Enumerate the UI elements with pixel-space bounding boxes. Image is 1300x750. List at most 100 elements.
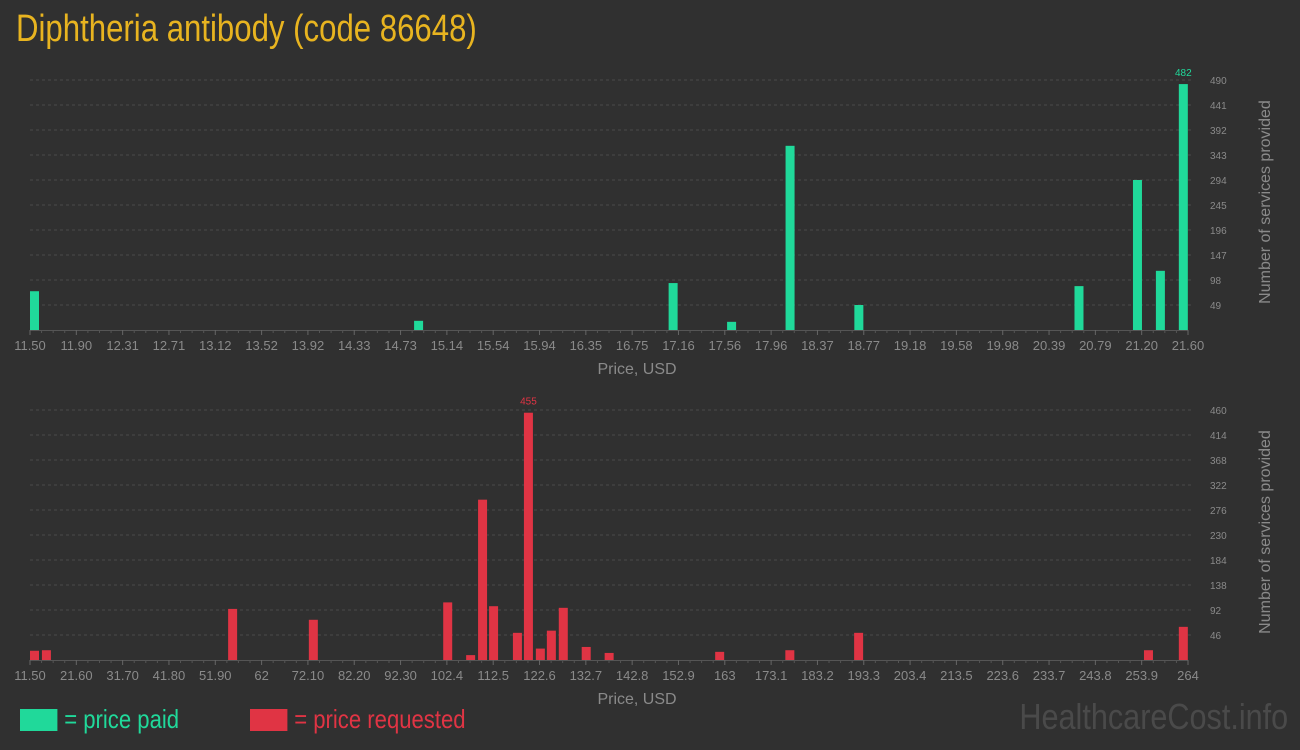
- y-tick-label: 46: [1210, 631, 1222, 642]
- x-tick-label: 173.1: [755, 668, 788, 683]
- legend-swatch-paid: [20, 708, 58, 731]
- bar: [30, 650, 39, 660]
- x-tick-label: 213.5: [940, 668, 973, 683]
- x-tick-label: 12.31: [106, 338, 139, 353]
- y-tick-label: 441: [1210, 101, 1227, 112]
- x-tick-label: 15.94: [523, 338, 556, 353]
- y-tick-label: 245: [1210, 201, 1227, 212]
- x-tick-label: 243.8: [1079, 668, 1112, 683]
- x-tick-label: 132.7: [570, 668, 603, 683]
- y-tick-label: 276: [1210, 506, 1227, 517]
- watermark-logo: HealthcareCost.info: [1019, 696, 1288, 737]
- legend-swatch-requested: [250, 708, 288, 731]
- bar: [228, 608, 238, 660]
- page-title: Diphtheria antibody (code 86648): [16, 8, 477, 50]
- bar: [854, 305, 864, 330]
- x-tick-label: 15.54: [477, 338, 510, 353]
- x-tick-label: 16.35: [570, 338, 603, 353]
- x-tick-label: 19.18: [894, 338, 927, 353]
- bar: [30, 291, 39, 330]
- bar: [785, 145, 795, 330]
- bar: [715, 651, 725, 660]
- bar: [546, 630, 556, 660]
- bar: [535, 648, 545, 660]
- bar: [41, 650, 51, 660]
- y-tick-label: 49: [1210, 301, 1222, 312]
- y-tick-label: 343: [1210, 151, 1227, 162]
- y-tick-label: 414: [1210, 431, 1227, 442]
- max-value-label: 482: [1175, 68, 1192, 79]
- bar: [443, 602, 453, 660]
- x-tick-label: 15.14: [431, 338, 464, 353]
- legend-label-paid: = price paid: [64, 704, 180, 734]
- x-tick-label: 12.71: [153, 338, 186, 353]
- x-tick-label: 21.60: [1172, 338, 1205, 353]
- x-tick-label: 20.39: [1033, 338, 1066, 353]
- x-axis-title: Price, USD: [597, 691, 676, 708]
- y-tick-label: 184: [1210, 556, 1227, 567]
- x-tick-label: 18.77: [847, 338, 880, 353]
- bar: [489, 606, 499, 660]
- x-tick-label: 21.20: [1125, 338, 1158, 353]
- y-tick-label: 392: [1210, 126, 1227, 137]
- x-tick-label: 17.56: [709, 338, 742, 353]
- max-value-label: 455: [520, 397, 537, 408]
- bar: [1074, 286, 1084, 330]
- x-tick-label: 19.58: [940, 338, 973, 353]
- x-tick-label: 16.75: [616, 338, 649, 353]
- x-tick-label: 72.10: [292, 668, 325, 683]
- x-tick-label: 11.50: [14, 338, 46, 353]
- bar: [478, 499, 488, 660]
- x-tick-label: 233.7: [1033, 668, 1066, 683]
- bar: [1143, 650, 1153, 660]
- bar: [668, 283, 678, 330]
- y-tick-label: 368: [1210, 456, 1227, 467]
- bar: [727, 321, 737, 330]
- bar: [558, 607, 568, 660]
- bar: [604, 652, 614, 660]
- x-tick-label: 13.12: [199, 338, 232, 353]
- bar: [414, 320, 424, 330]
- x-tick-label: 51.90: [199, 668, 232, 683]
- y-tick-label: 196: [1210, 226, 1227, 237]
- x-tick-label: 82.20: [338, 668, 371, 683]
- x-tick-label: 253.9: [1125, 668, 1158, 683]
- bar: [512, 632, 522, 660]
- y-tick-label: 294: [1210, 176, 1227, 187]
- legend-requested: = price requested: [250, 704, 466, 735]
- y-tick-label: 460: [1210, 406, 1227, 417]
- x-tick-label: 21.60: [60, 668, 93, 683]
- x-tick-label: 142.8: [616, 668, 649, 683]
- bar: [785, 650, 795, 660]
- x-tick-label: 203.4: [894, 668, 927, 683]
- bar: [466, 655, 476, 660]
- y-axis-title: Number of services provided: [1257, 100, 1274, 304]
- y-axis-title: Number of services provided: [1257, 430, 1274, 634]
- x-tick-label: 19.98: [986, 338, 1019, 353]
- x-tick-label: 183.2: [801, 668, 834, 683]
- y-tick-label: 92: [1210, 606, 1222, 617]
- x-tick-label: 13.92: [292, 338, 325, 353]
- y-tick-label: 490: [1210, 76, 1227, 87]
- x-tick-label: 223.6: [986, 668, 1019, 683]
- bar: [581, 646, 591, 660]
- x-tick-label: 193.3: [847, 668, 880, 683]
- x-tick-label: 112.5: [477, 668, 509, 683]
- legend-paid: = price paid: [20, 704, 179, 735]
- x-tick-label: 92.30: [384, 668, 417, 683]
- bar: [854, 632, 864, 660]
- x-tick-label: 14.73: [384, 338, 417, 353]
- x-tick-label: 122.6: [523, 668, 556, 683]
- bar: [1132, 180, 1142, 330]
- bar: [1178, 84, 1188, 330]
- x-tick-label: 41.80: [153, 668, 186, 683]
- legend-label-requested: = price requested: [294, 704, 466, 734]
- bar: [1178, 626, 1188, 660]
- x-tick-label: 17.96: [755, 338, 788, 353]
- y-tick-label: 230: [1210, 531, 1227, 542]
- x-tick-label: 163: [714, 668, 736, 683]
- x-tick-label: 152.9: [662, 668, 695, 683]
- x-tick-label: 20.79: [1079, 338, 1112, 353]
- y-tick-label: 147: [1210, 251, 1227, 262]
